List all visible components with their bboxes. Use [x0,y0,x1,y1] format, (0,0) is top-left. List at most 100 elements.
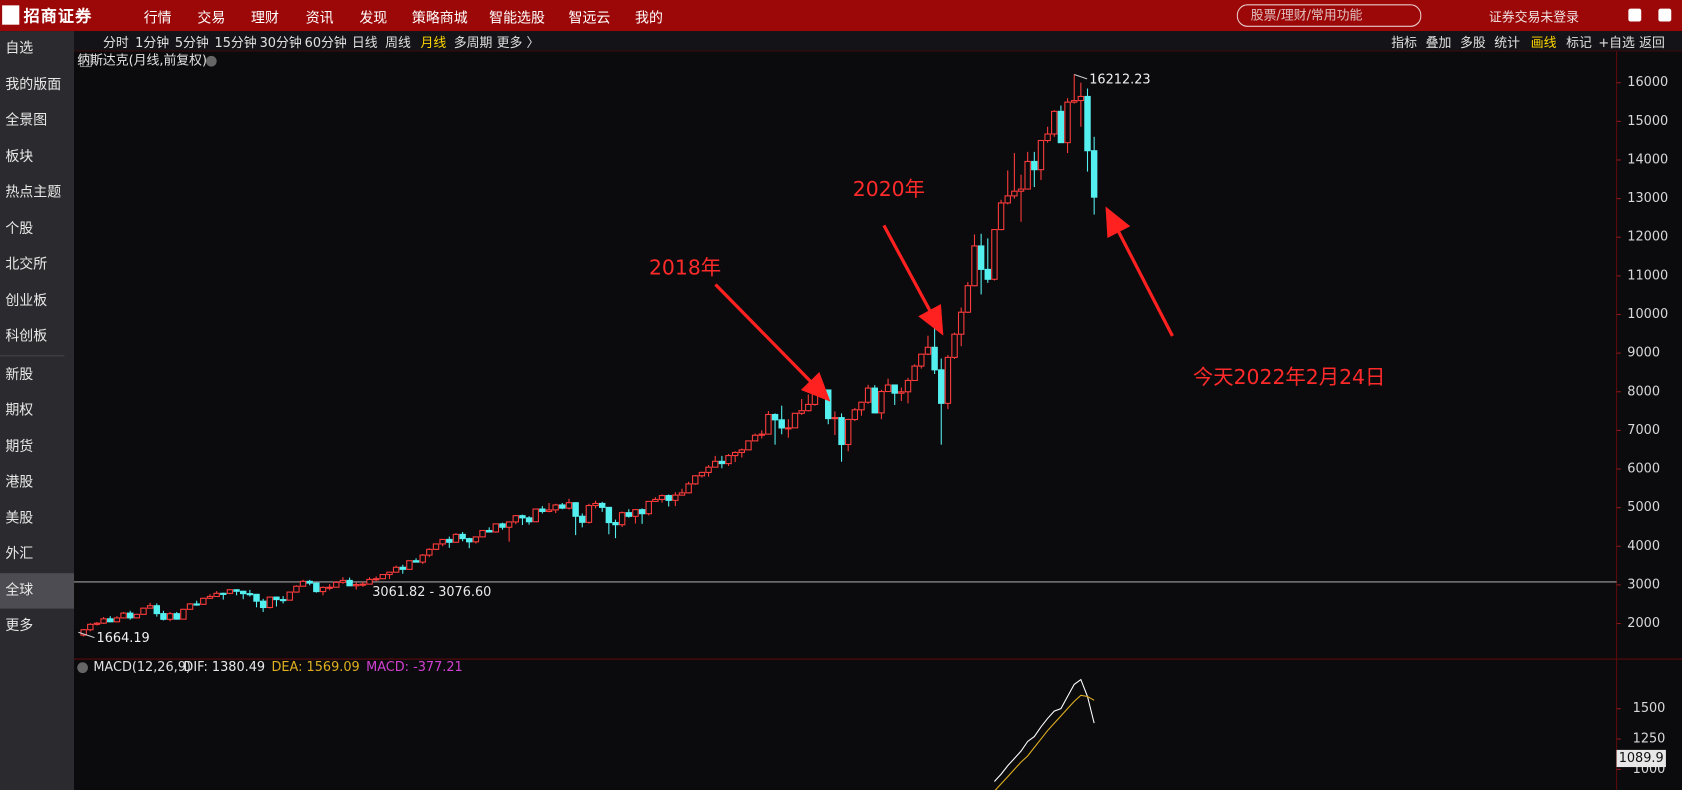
candle-body [432,543,440,550]
sidebar-item[interactable]: 全景图 [5,112,48,129]
annotation: 今天2022年2月24日 [1193,365,1386,389]
candle-body [293,585,300,593]
sidebar-item[interactable]: 板块 [5,148,34,165]
candle-body [419,554,426,563]
dropdown-icon [205,55,217,67]
sidebar-item[interactable]: 外汇 [5,546,34,563]
sidebar-item[interactable]: 科创板 [5,328,48,345]
tool-button[interactable]: 返回 [1639,35,1665,51]
nav-item[interactable]: 智远云 [568,10,611,27]
candle-body [665,495,672,501]
candle-body [559,504,566,509]
tool-button[interactable]: 叠加 [1425,35,1452,51]
sidebar-item[interactable]: 自选 [5,40,34,57]
window-icon[interactable] [1628,8,1642,22]
candle-body [226,589,234,594]
period-tab[interactable]: 多周期 [453,35,493,51]
candle-body [751,434,759,442]
sidebar-item[interactable]: 全球 [0,572,75,609]
candle-body [585,505,593,523]
period-tab[interactable]: 5分钟 [174,35,209,51]
tool-button[interactable]: 多股 [1459,35,1486,51]
candle-body [519,515,526,519]
candle-body [412,560,420,563]
candle-body [452,533,460,543]
indicator-name: MACD(12,26,9) [93,660,191,675]
period-tab[interactable]: 分时 [102,35,129,51]
sidebar: 自选我的版面全景图板块热点主题个股北交所创业板科创板新股期权期货港股美股外汇全球… [0,31,75,790]
period-tab[interactable]: 1分钟 [135,35,170,51]
nav-item[interactable]: 资讯 [305,10,334,27]
sidebar-item[interactable]: 热点主题 [5,184,62,201]
candle-body [299,580,307,587]
candle-body [951,333,958,358]
sidebar-item[interactable]: 创业板 [5,292,48,309]
candle-body [851,409,859,421]
candle-body [426,548,433,556]
candle-body [545,509,553,513]
y-tick-label: 16000 [1627,75,1668,90]
candle-body [273,596,280,601]
sidebar-item[interactable]: 美股 [5,510,34,527]
candle-body [213,592,220,598]
tool-button[interactable]: 画线 [1530,35,1557,51]
candle-body [964,285,972,313]
candle-body [931,346,938,371]
candle-body [1004,195,1011,204]
sidebar-item[interactable]: 港股 [5,474,34,491]
y-tick-label: 2000 [1627,616,1660,631]
search-box[interactable]: 股票/理财/常用功能 [1236,4,1422,27]
nav-item[interactable]: 发现 [359,10,388,27]
nav-item[interactable]: 交易 [197,10,226,27]
login-status[interactable]: 证券交易未登录 [1488,9,1580,25]
candle-body [652,498,659,502]
candle-body [831,417,839,420]
nav-item[interactable]: 我的 [635,10,663,27]
candle-body [738,449,746,453]
macd-plot [993,678,1095,790]
sidebar-item[interactable]: 我的版面 [5,76,62,93]
tool-button[interactable]: 统计 [1494,35,1521,51]
candle-body [685,483,692,494]
sidebar-item[interactable]: 北交所 [5,256,48,273]
period-tab[interactable]: 30分钟 [259,35,302,51]
sidebar-item[interactable]: 个股 [5,220,34,237]
candle-body [658,495,666,500]
candle-body [1090,150,1098,198]
candle-body [625,512,633,517]
candle-body [286,591,293,601]
period-tab[interactable]: 周线 [385,35,411,51]
nav-item[interactable]: 行情 [143,10,172,27]
range-label: 3061.82 - 3076.60 [372,585,491,600]
sidebar-item[interactable]: 期货 [5,438,34,455]
macd-legend: DIF: 1380.49 [183,660,265,675]
nav-item[interactable]: 智能选股 [489,10,545,27]
period-tab[interactable]: 60分钟 [304,35,347,51]
y-tick-label: 1250 [1633,732,1666,747]
period-tab[interactable]: 日线 [351,35,378,51]
period-tab[interactable]: 月线 [420,35,447,51]
candle-body [984,268,992,280]
period-tab[interactable]: 更多 〉 [496,35,540,51]
period-tab[interactable]: 15分钟 [214,35,257,51]
candle-body [904,379,912,393]
candle-body [279,599,287,602]
chart-title: 纳斯达克(月线,前复权) [77,53,207,69]
nav-item[interactable]: 策略商城 [411,10,468,27]
candle-body [259,600,267,609]
candle-body [718,460,726,465]
sidebar-item[interactable]: 更多 [5,618,34,635]
tool-button[interactable]: 标记 [1566,35,1592,51]
tool-button[interactable]: +自选 [1598,35,1635,51]
candle-body [193,603,200,606]
candle-body [552,504,559,511]
candle-body [871,387,878,414]
candle-body [80,629,87,636]
tool-button[interactable]: 指标 [1391,35,1418,51]
sidebar-item[interactable]: 新股 [5,366,34,383]
edit-icon[interactable] [1658,8,1672,22]
min-pointer [78,631,95,639]
y-tick-label: 5000 [1627,500,1660,515]
nav-item[interactable]: 理财 [251,10,279,27]
sidebar-item[interactable]: 期权 [5,402,34,419]
